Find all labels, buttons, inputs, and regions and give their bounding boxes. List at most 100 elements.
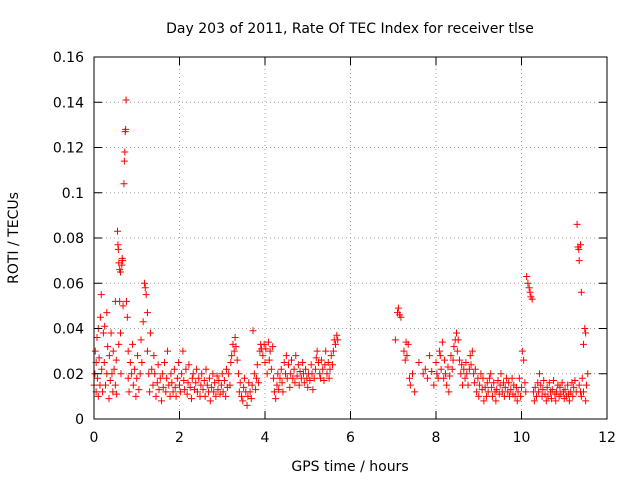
data-point <box>310 374 318 382</box>
data-point <box>145 370 153 378</box>
data-point <box>152 392 160 400</box>
data-point <box>120 180 128 188</box>
data-point <box>143 347 151 355</box>
x-tick-label: 8 <box>432 430 441 446</box>
x-tick-label: 6 <box>346 430 355 446</box>
data-point <box>192 379 200 387</box>
data-point <box>168 379 176 387</box>
data-point <box>99 388 107 396</box>
data-point <box>129 381 137 389</box>
grid <box>94 57 607 419</box>
data-point <box>183 390 191 398</box>
data-point <box>309 386 317 394</box>
data-point <box>579 340 587 348</box>
data-point <box>319 365 327 373</box>
data-point <box>492 397 500 405</box>
data-point <box>470 370 478 378</box>
data-point <box>449 356 457 364</box>
data-point <box>230 347 238 355</box>
data-point <box>239 397 247 405</box>
data-point <box>102 381 110 389</box>
data-point <box>139 318 147 326</box>
data-point <box>473 388 481 396</box>
data-point <box>218 370 226 378</box>
data-point <box>327 352 335 360</box>
data-point <box>570 383 578 391</box>
ticks: 0 2 4 6 8 10 12 0 0.02 0.04 0.06 0.08 0.1 0.12 0.14 0.1… <box>53 50 616 446</box>
y-tick-label: 0 <box>75 412 84 428</box>
data-point <box>154 361 162 369</box>
data-point <box>106 377 114 385</box>
data-point <box>201 392 209 400</box>
data-point <box>584 370 592 378</box>
data-point <box>259 352 267 360</box>
data-point <box>126 358 134 366</box>
data-point <box>286 383 294 391</box>
data-point <box>280 358 288 366</box>
data-point <box>195 374 203 382</box>
data-point <box>400 347 408 355</box>
data-point <box>137 336 145 344</box>
data-point <box>273 381 281 389</box>
data-point <box>300 379 308 387</box>
data-point <box>493 386 501 394</box>
data-point <box>467 361 475 369</box>
data-point <box>513 397 521 405</box>
data-point <box>482 392 490 400</box>
data-point <box>515 374 523 382</box>
data-point <box>457 370 465 378</box>
plot-frame <box>93 56 608 420</box>
data-point <box>490 379 498 387</box>
data-point <box>232 343 240 351</box>
data-point <box>233 356 241 364</box>
data-point <box>117 268 125 276</box>
data-point <box>186 383 194 391</box>
data-point <box>485 374 493 382</box>
data-point <box>423 374 431 382</box>
data-point <box>222 392 230 400</box>
data-point <box>214 386 222 394</box>
data-point <box>476 381 484 389</box>
data-point <box>142 291 150 299</box>
data-point <box>545 379 553 387</box>
data-point <box>461 374 469 382</box>
data-point <box>552 397 560 405</box>
data-point <box>576 241 584 249</box>
data-point <box>470 379 478 387</box>
data-point <box>124 347 132 355</box>
data-point <box>178 370 186 378</box>
data-point <box>575 381 583 389</box>
data-point <box>187 395 195 403</box>
data-point <box>450 343 458 351</box>
data-point <box>275 386 283 394</box>
data-point <box>514 388 522 396</box>
data-point <box>505 379 513 387</box>
data-point <box>445 388 453 396</box>
data-point <box>94 392 102 400</box>
data-point <box>329 361 337 369</box>
data-point <box>464 381 472 389</box>
data-point <box>162 388 170 396</box>
data-point <box>141 284 149 292</box>
data-point <box>255 379 263 387</box>
data-point <box>329 347 337 355</box>
data-point <box>101 322 109 330</box>
data-point <box>468 347 476 355</box>
data-point <box>97 291 105 299</box>
x-tick-label: 2 <box>175 430 184 446</box>
data-point <box>497 370 505 378</box>
data-point <box>444 363 452 371</box>
data-point <box>403 352 411 360</box>
data-point <box>122 297 130 305</box>
x-tick-label: 4 <box>261 430 270 446</box>
data-point <box>213 372 221 380</box>
data-point <box>105 352 113 360</box>
y-tick-label: 0.04 <box>53 322 84 338</box>
data-point <box>441 356 449 364</box>
data-point <box>556 383 564 391</box>
data-point <box>176 381 183 389</box>
data-point <box>180 377 188 385</box>
data-point <box>261 358 269 366</box>
data-point <box>323 370 331 378</box>
